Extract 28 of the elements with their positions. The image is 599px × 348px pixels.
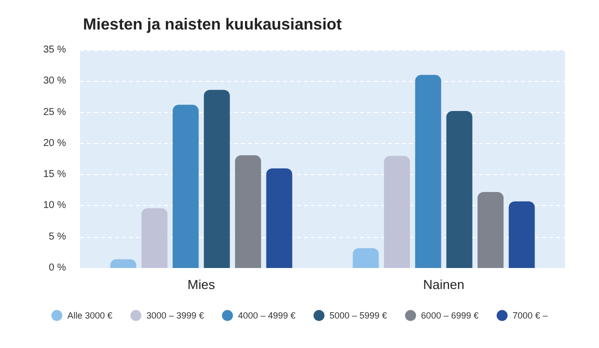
legend-label: Alle 3000 € xyxy=(67,310,112,320)
bar xyxy=(415,74,442,268)
legend-label: 3000 – 3999 € xyxy=(146,310,204,320)
y-tick-label: 20 % xyxy=(43,138,66,149)
chart-title: Miesten ja naisten kuukausiansiot xyxy=(83,16,342,34)
y-tick-label: 30 % xyxy=(43,76,66,87)
y-tick-label: 25 % xyxy=(43,106,66,118)
x-tick-label: Nainen xyxy=(423,277,464,292)
legend-label: 5000 – 5999 € xyxy=(330,310,388,320)
legend-label: 7000 € – xyxy=(512,310,548,320)
bar xyxy=(141,208,168,268)
y-tick-label: 10 % xyxy=(43,200,66,212)
bar xyxy=(266,168,292,268)
bar xyxy=(235,155,262,268)
bar xyxy=(204,90,230,268)
legend-label: 6000 – 6999 € xyxy=(421,310,479,320)
y-tick-label: 35 % xyxy=(43,44,66,56)
y-tick-label: 5 % xyxy=(48,231,66,242)
bar xyxy=(508,201,535,268)
bar xyxy=(384,156,410,268)
bar xyxy=(172,104,199,268)
x-tick-label: Mies xyxy=(188,277,216,292)
y-tick-label: 0 % xyxy=(48,262,66,274)
legend-label: 4000 – 4999 € xyxy=(238,310,296,320)
bar xyxy=(446,111,472,268)
bar xyxy=(352,248,379,268)
bar xyxy=(478,192,504,268)
y-tick-label: 15 % xyxy=(43,169,66,180)
